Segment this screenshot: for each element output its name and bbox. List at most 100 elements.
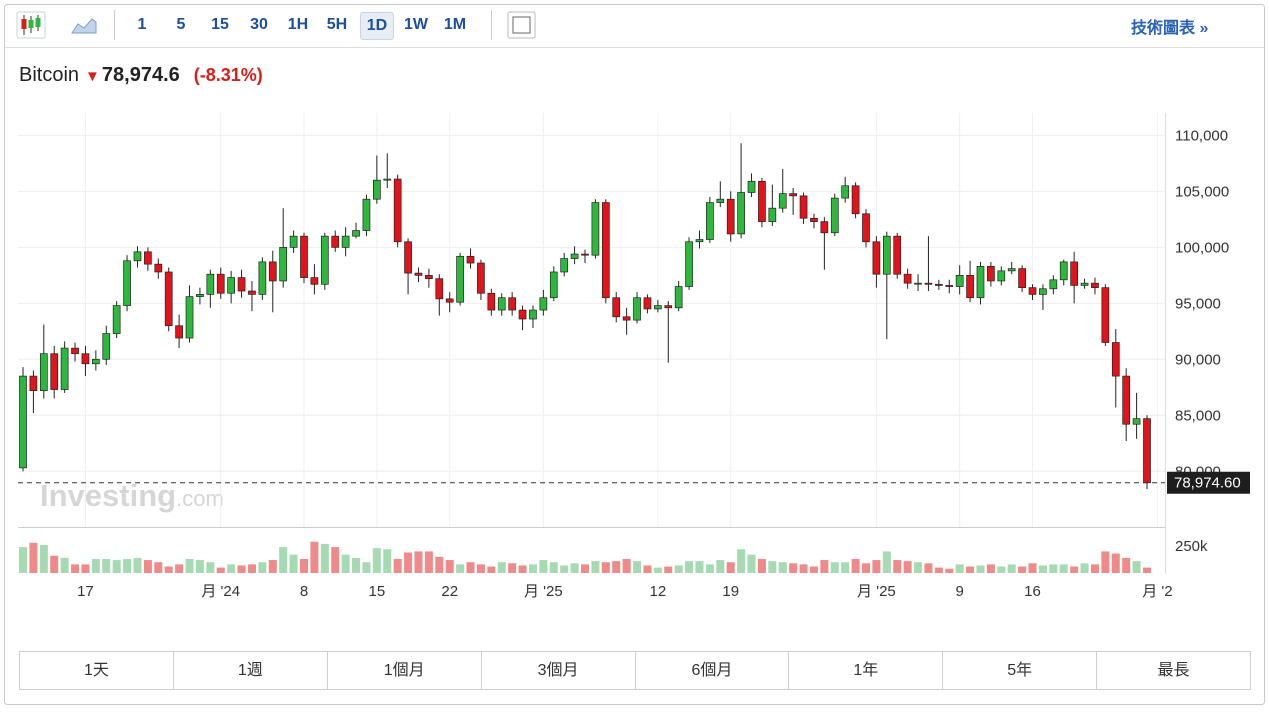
volume-bar xyxy=(352,557,361,573)
candle xyxy=(310,264,319,295)
candle-body xyxy=(882,235,891,275)
volume-bar xyxy=(924,563,933,573)
candle xyxy=(414,267,423,283)
volume-bar xyxy=(310,541,319,573)
technical-chart-link[interactable]: 技術圖表 » xyxy=(1131,20,1209,37)
volume-bar xyxy=(81,564,90,573)
candle xyxy=(591,199,600,259)
candle-body xyxy=(425,274,433,280)
candle xyxy=(404,238,412,295)
interval-button[interactable]: 1 xyxy=(137,16,147,33)
layout-icon[interactable] xyxy=(507,11,536,39)
volume-bar xyxy=(1018,566,1027,573)
volume-bar xyxy=(934,567,943,573)
watermark-brand: Investing xyxy=(40,478,176,513)
volume-bar xyxy=(830,562,839,573)
candle xyxy=(393,174,402,248)
candle xyxy=(341,227,350,257)
candle xyxy=(747,173,756,197)
candle-body xyxy=(487,292,496,311)
candle-body xyxy=(1091,282,1099,289)
price: 78,974.6 xyxy=(101,64,180,86)
candle xyxy=(622,307,631,335)
volume-bar xyxy=(685,561,694,573)
candle-body xyxy=(643,297,652,310)
interval-button[interactable]: 5 xyxy=(176,16,186,33)
volume-bar xyxy=(19,547,27,573)
candle xyxy=(1070,251,1078,304)
candle xyxy=(352,222,360,239)
candle xyxy=(466,248,475,269)
volume-bar xyxy=(862,563,870,573)
candle xyxy=(456,252,464,306)
volume-bar xyxy=(341,554,350,573)
interval-button[interactable]: 1H xyxy=(287,16,309,33)
candle-body xyxy=(539,297,548,311)
volume-bar xyxy=(914,562,923,573)
volume-bar xyxy=(1070,566,1079,573)
candle xyxy=(39,324,48,399)
candle xyxy=(331,230,340,252)
candle xyxy=(976,261,985,305)
period-button[interactable]: 3個月 xyxy=(480,652,635,689)
interval-button[interactable]: 30 xyxy=(250,16,268,33)
candle xyxy=(654,299,662,313)
period-button[interactable]: 5年 xyxy=(942,652,1096,689)
interval-button[interactable]: 15 xyxy=(211,16,229,33)
candle-body xyxy=(248,290,256,295)
candle-body xyxy=(976,266,985,299)
volume-bar xyxy=(1090,564,1099,573)
volume-bar xyxy=(1143,567,1151,573)
candle-body xyxy=(706,202,714,240)
candle xyxy=(1132,392,1141,439)
area-icon[interactable] xyxy=(71,18,97,34)
candle-body xyxy=(196,294,204,297)
volume-bar xyxy=(1122,557,1131,573)
change: (-8.31%) xyxy=(193,65,263,85)
candle-body xyxy=(133,251,142,262)
volume-bar xyxy=(466,562,475,573)
x-tick-label: 12 xyxy=(650,583,667,600)
period-button[interactable]: 1週 xyxy=(172,652,327,689)
candle xyxy=(1007,261,1016,275)
candle xyxy=(425,268,433,288)
candle xyxy=(570,246,579,265)
interval-button[interactable]: 5H xyxy=(326,16,348,33)
candle xyxy=(1049,275,1058,295)
candle xyxy=(237,269,246,298)
x-tick-label: 月 '24 xyxy=(201,583,240,600)
candle-body xyxy=(768,207,777,222)
candle xyxy=(612,292,621,323)
volume-bar xyxy=(39,544,48,573)
candle-body xyxy=(695,239,704,243)
candle xyxy=(477,259,485,300)
interval-button[interactable]: 1M xyxy=(443,16,467,33)
candle-body xyxy=(601,202,610,299)
volume-bar xyxy=(154,562,163,573)
volume-bar xyxy=(903,561,912,573)
interval-button[interactable]: 1W xyxy=(404,16,428,33)
volume-bar xyxy=(966,566,975,573)
candle-body xyxy=(654,305,662,310)
candle-body xyxy=(1049,279,1058,290)
candle-body xyxy=(987,266,995,282)
candle xyxy=(362,194,371,237)
candle-body xyxy=(50,353,59,390)
candle-body xyxy=(1122,375,1131,425)
candle xyxy=(903,268,912,289)
period-button[interactable]: 1天 xyxy=(83,662,109,679)
candle xyxy=(716,181,725,208)
volume-bar xyxy=(362,562,371,573)
interval-button[interactable]: 1D xyxy=(360,12,394,40)
volume-bar xyxy=(851,558,860,573)
volume-bar xyxy=(997,566,1006,573)
candle-body xyxy=(310,277,319,285)
period-button[interactable]: 1年 xyxy=(788,652,942,689)
period-button[interactable]: 1個月 xyxy=(326,652,481,689)
candle-body xyxy=(60,347,69,390)
period-button[interactable]: 最長 xyxy=(1096,652,1250,689)
volume-bar xyxy=(945,568,954,573)
candle xyxy=(966,260,974,303)
period-button[interactable]: 6個月 xyxy=(634,652,789,689)
